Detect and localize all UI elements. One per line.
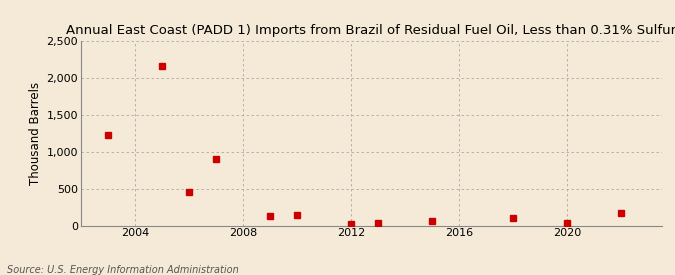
Title: Annual East Coast (PADD 1) Imports from Brazil of Residual Fuel Oil, Less than 0: Annual East Coast (PADD 1) Imports from … [66,24,675,37]
Y-axis label: Thousand Barrels: Thousand Barrels [30,82,43,185]
Text: Source: U.S. Energy Information Administration: Source: U.S. Energy Information Administ… [7,265,238,275]
